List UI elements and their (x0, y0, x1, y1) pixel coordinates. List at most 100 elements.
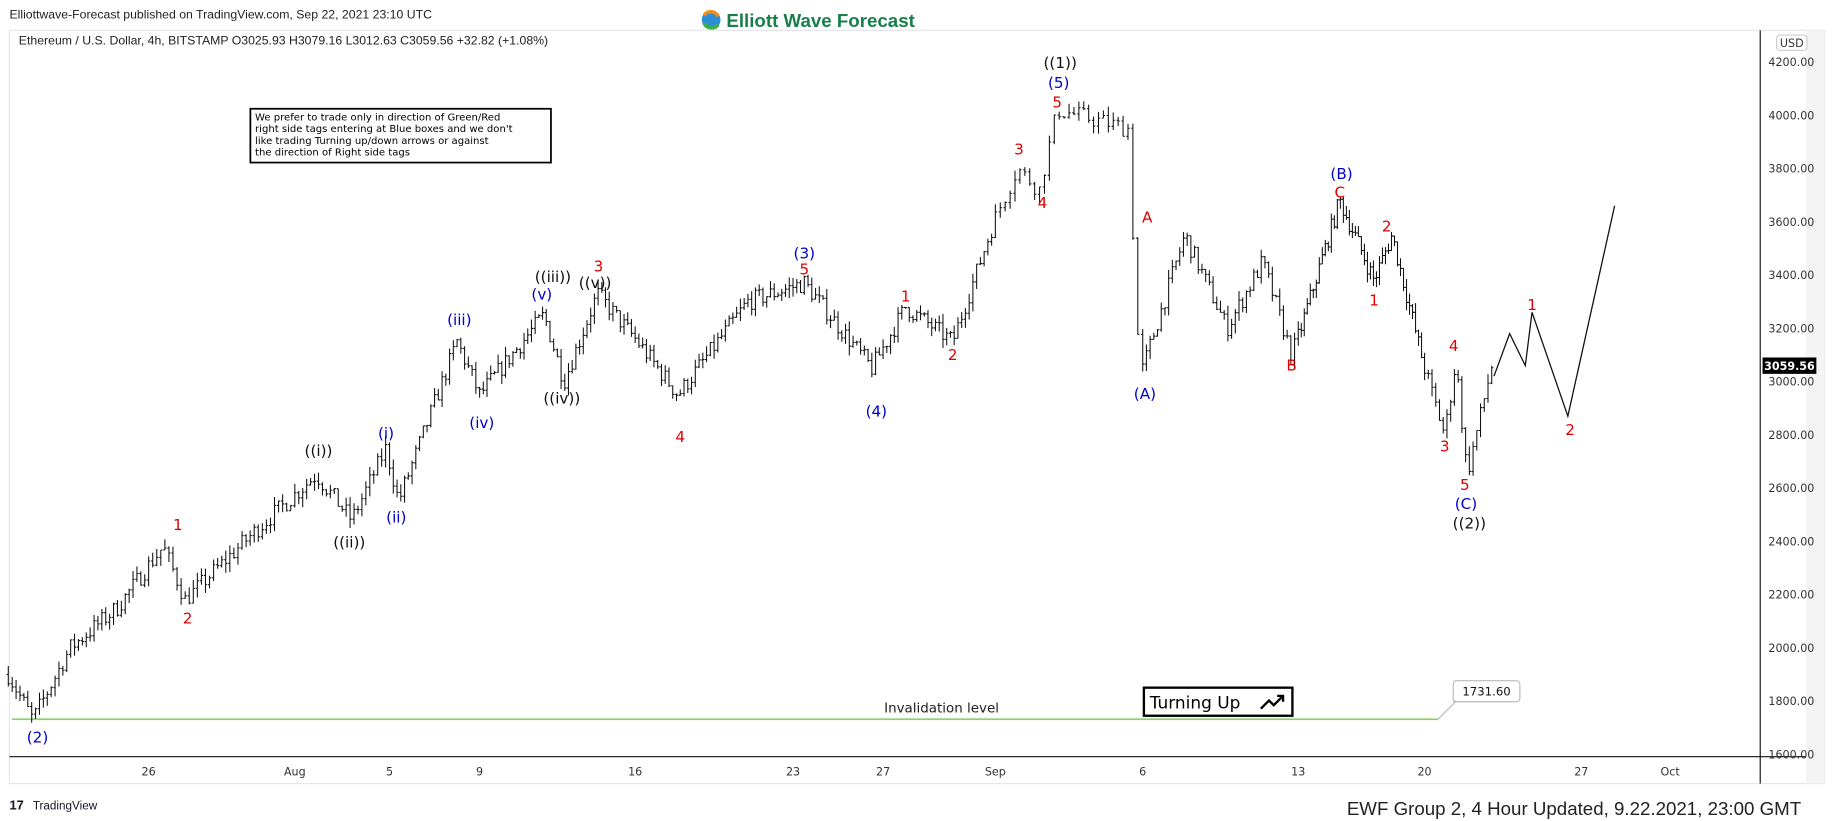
invalidation-label: Invalidation level (884, 701, 999, 716)
ohlc-bar (244, 534, 248, 548)
ohlc-bar (577, 339, 582, 355)
price-tick-label: 2600.00 (1768, 482, 1814, 495)
ohlc-bar (1057, 111, 1061, 120)
ohlc-bar (618, 310, 622, 333)
ohlc-bar (440, 371, 444, 407)
ohlc-bar (1101, 110, 1106, 119)
ohlc-bar (280, 494, 285, 513)
ohlc-bar (1344, 206, 1349, 221)
ohlc-bar (436, 388, 440, 401)
projection-path[interactable] (1493, 205, 1616, 419)
ohlc-bar (88, 627, 92, 642)
ohlc-bar (1200, 263, 1204, 274)
ohlc-bar (256, 524, 260, 542)
ohlc-bar (1136, 237, 1140, 335)
time-tick-label: 20 (1417, 765, 1431, 778)
wave-label: ((ii)) (333, 533, 365, 551)
ohlc-bar (395, 479, 399, 498)
ohlc-bar (26, 690, 30, 708)
note-line: right side tags entering at Blue boxes a… (255, 124, 513, 135)
ohlc-bar (492, 370, 497, 375)
update-caption: EWF Group 2, 4 Hour Updated, 9.22.2021, … (1347, 798, 1801, 819)
ohlc-bar (1091, 116, 1096, 134)
ohlc-bar (175, 567, 179, 591)
wave-label: A (1142, 208, 1153, 226)
ohlc-bar (742, 298, 746, 310)
ohlc-bar (1341, 197, 1346, 224)
ohlc-bar (236, 542, 240, 565)
ohlc-bar (1259, 249, 1263, 284)
time-tick-label: 6 (1139, 765, 1146, 778)
price-tick-label: 4000.00 (1768, 109, 1814, 122)
price-tick-label: 3400.00 (1768, 269, 1814, 282)
wave-label: (3) (794, 244, 816, 262)
currency-badge[interactable] (1776, 34, 1808, 51)
ohlc-bar (750, 291, 754, 316)
invalidation-price-callout (1452, 680, 1521, 703)
published-caption: Elliottwave-Forecast published on Tradin… (9, 8, 432, 22)
time-tick-label: 27 (1574, 765, 1588, 778)
price-tick-label: 3800.00 (1768, 163, 1814, 176)
ohlc-bar (1413, 303, 1418, 334)
wave-label: 4 (1449, 337, 1459, 355)
wave-label: 2 (183, 609, 193, 627)
ohlc-bar (92, 614, 96, 642)
ohlc-bar (555, 348, 560, 358)
ohlc-bar (297, 490, 301, 505)
ohlc-bar (1292, 332, 1297, 368)
ohlc-bar (975, 263, 979, 289)
ohlc-bar (429, 404, 433, 428)
ohlc-bar (489, 365, 493, 381)
ohlc-bar (529, 319, 534, 343)
ohlc-bar (444, 373, 448, 386)
ohlc-bar (930, 317, 934, 337)
ohlc-bar (1434, 382, 1438, 407)
ohlc-bar (674, 393, 679, 402)
ohlc-bar (738, 298, 743, 321)
ohlc-bar (1323, 239, 1327, 257)
symbol-ohlc-legend: Ethereum / U.S. Dollar, 4h, BITSTAMP O30… (19, 33, 548, 47)
ohlc-bar (1314, 279, 1318, 299)
wave-label: (5) (1048, 74, 1070, 92)
ohlc-bar (76, 639, 81, 651)
ohlc-bar (1299, 323, 1303, 338)
ohlc-bar (1181, 232, 1186, 257)
ohlc-bar (708, 342, 712, 357)
ohlc-bar (1270, 266, 1274, 302)
ohlc-bar (455, 338, 459, 348)
ohlc-bar (1463, 427, 1468, 463)
ohlc-bar (1121, 115, 1125, 137)
tradingview-brand[interactable]: 17 TradingView (9, 797, 97, 812)
ohlc-bar (1371, 260, 1376, 287)
wave-label: ((iii)) (535, 268, 571, 286)
ohlc-bar (963, 308, 968, 328)
wave-label: (i) (378, 425, 394, 443)
ohlc-bar (776, 292, 780, 298)
trading-note-box: We prefer to trade only in direction of … (249, 107, 552, 164)
ohlc-bar (652, 344, 656, 368)
ohlc-bar (1255, 269, 1260, 279)
wave-label: 5 (799, 261, 809, 279)
ohlc-bar (368, 466, 372, 497)
ohlc-bar (686, 378, 690, 393)
time-tick-label: 26 (142, 765, 156, 778)
wave-label: 2 (1382, 218, 1392, 236)
price-axis-scrollbar[interactable] (1805, 30, 1825, 784)
ohlc-bar (753, 287, 758, 317)
ohlc-bar (414, 445, 418, 470)
ohlc-bar (1302, 308, 1306, 337)
ohlc-bar (544, 308, 548, 327)
ohlc-bar (862, 345, 866, 356)
ohlc-bar (637, 333, 641, 349)
ohlc-bar (1380, 247, 1385, 264)
ohlc-bar (207, 575, 212, 589)
ohlc-bar (380, 448, 384, 467)
wave-label: 3 (1014, 140, 1024, 158)
ohlc-bar (851, 335, 855, 348)
wave-label: (ii) (386, 509, 406, 527)
ohlc-bar (240, 531, 244, 550)
ohlc-bar (1326, 241, 1330, 252)
ohlc-bar (828, 315, 833, 329)
ohlc-bar (421, 425, 425, 439)
